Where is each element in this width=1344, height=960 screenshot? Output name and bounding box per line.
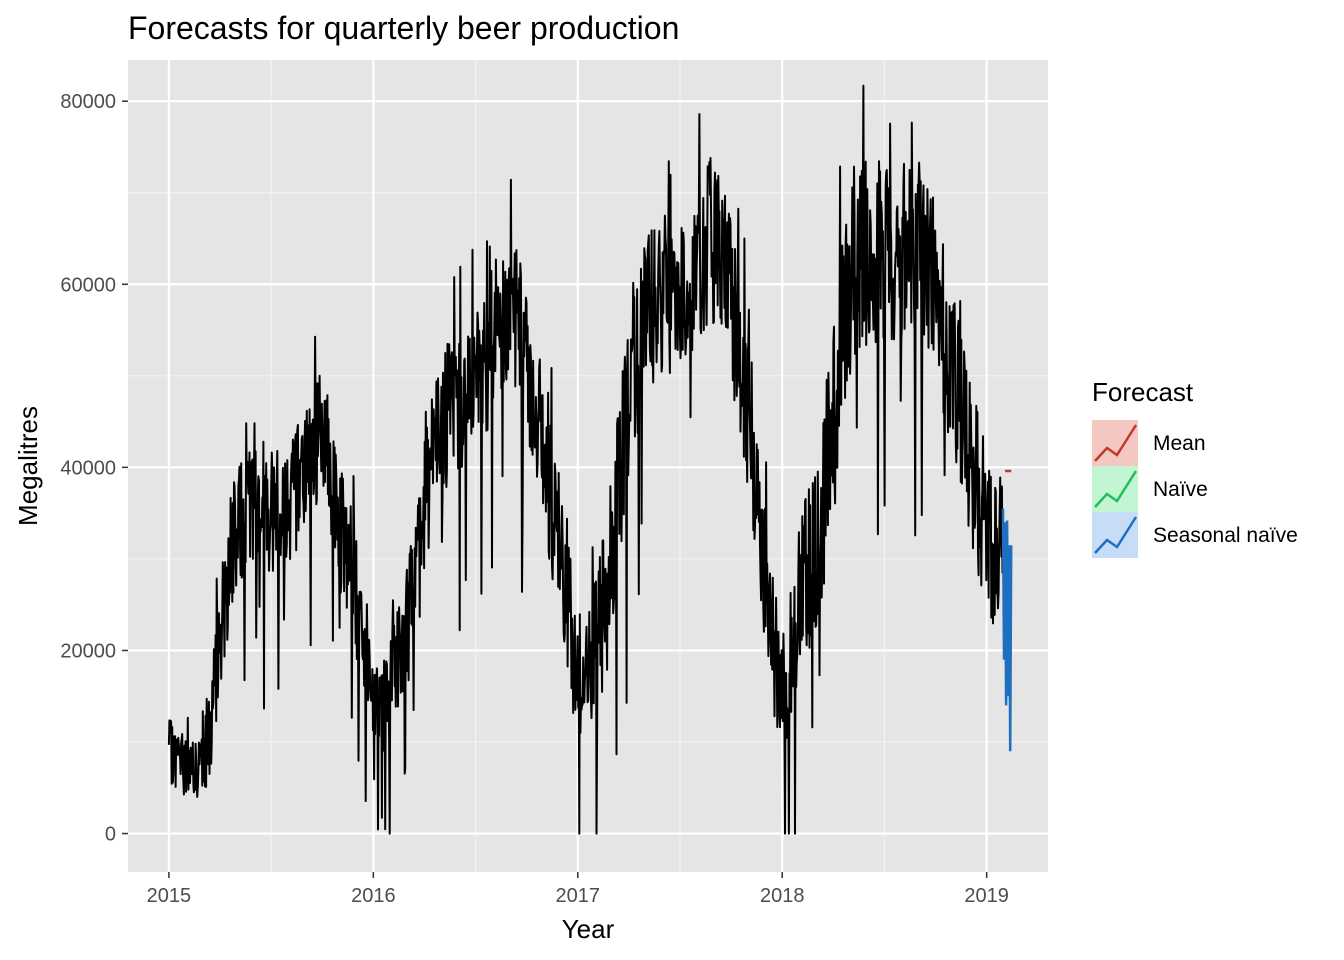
y-tick-label: 20000: [60, 640, 116, 662]
y-tick-label: 60000: [60, 274, 116, 296]
chart-title: Forecasts for quarterly beer production: [128, 10, 679, 46]
y-axis-title: Megalitres: [13, 406, 43, 526]
legend-key-line: [1094, 470, 1138, 508]
plot-panel: [128, 60, 1048, 872]
legend-label: Naïve: [1153, 478, 1208, 501]
legend-label: Seasonal naïve: [1153, 524, 1298, 547]
forecast-line: [1001, 508, 1013, 752]
legend-title: Forecast: [1092, 377, 1194, 407]
y-tick-label: 80000: [60, 91, 116, 113]
y-tick-label: 40000: [60, 457, 116, 479]
legend-key: [1092, 512, 1138, 558]
legend-key-line: [1094, 424, 1138, 462]
legend-key: [1092, 420, 1138, 466]
x-tick-label: 2018: [760, 885, 805, 907]
y-tick-label: 0: [105, 824, 116, 846]
series-forecast: [1001, 469, 1013, 752]
x-tick-label: 2016: [351, 885, 396, 907]
x-tick-label: 2017: [556, 885, 601, 907]
legend-label: Mean: [1153, 432, 1206, 455]
x-tick-label: 2015: [147, 885, 192, 907]
series-actual: [167, 84, 1004, 835]
legend: Forecast Mean Naïve Seasonal naïve: [1092, 377, 1298, 558]
actual-series-line: [167, 84, 1004, 835]
axis-ticks: 0 20000 40000 60000 80000 2015 2016 2017 2018 201…: [60, 91, 1009, 907]
legend-key-line: [1094, 516, 1138, 554]
legend-key: [1092, 466, 1138, 512]
x-tick-label: 2019: [964, 885, 1009, 907]
x-axis-title: Year: [562, 914, 615, 944]
